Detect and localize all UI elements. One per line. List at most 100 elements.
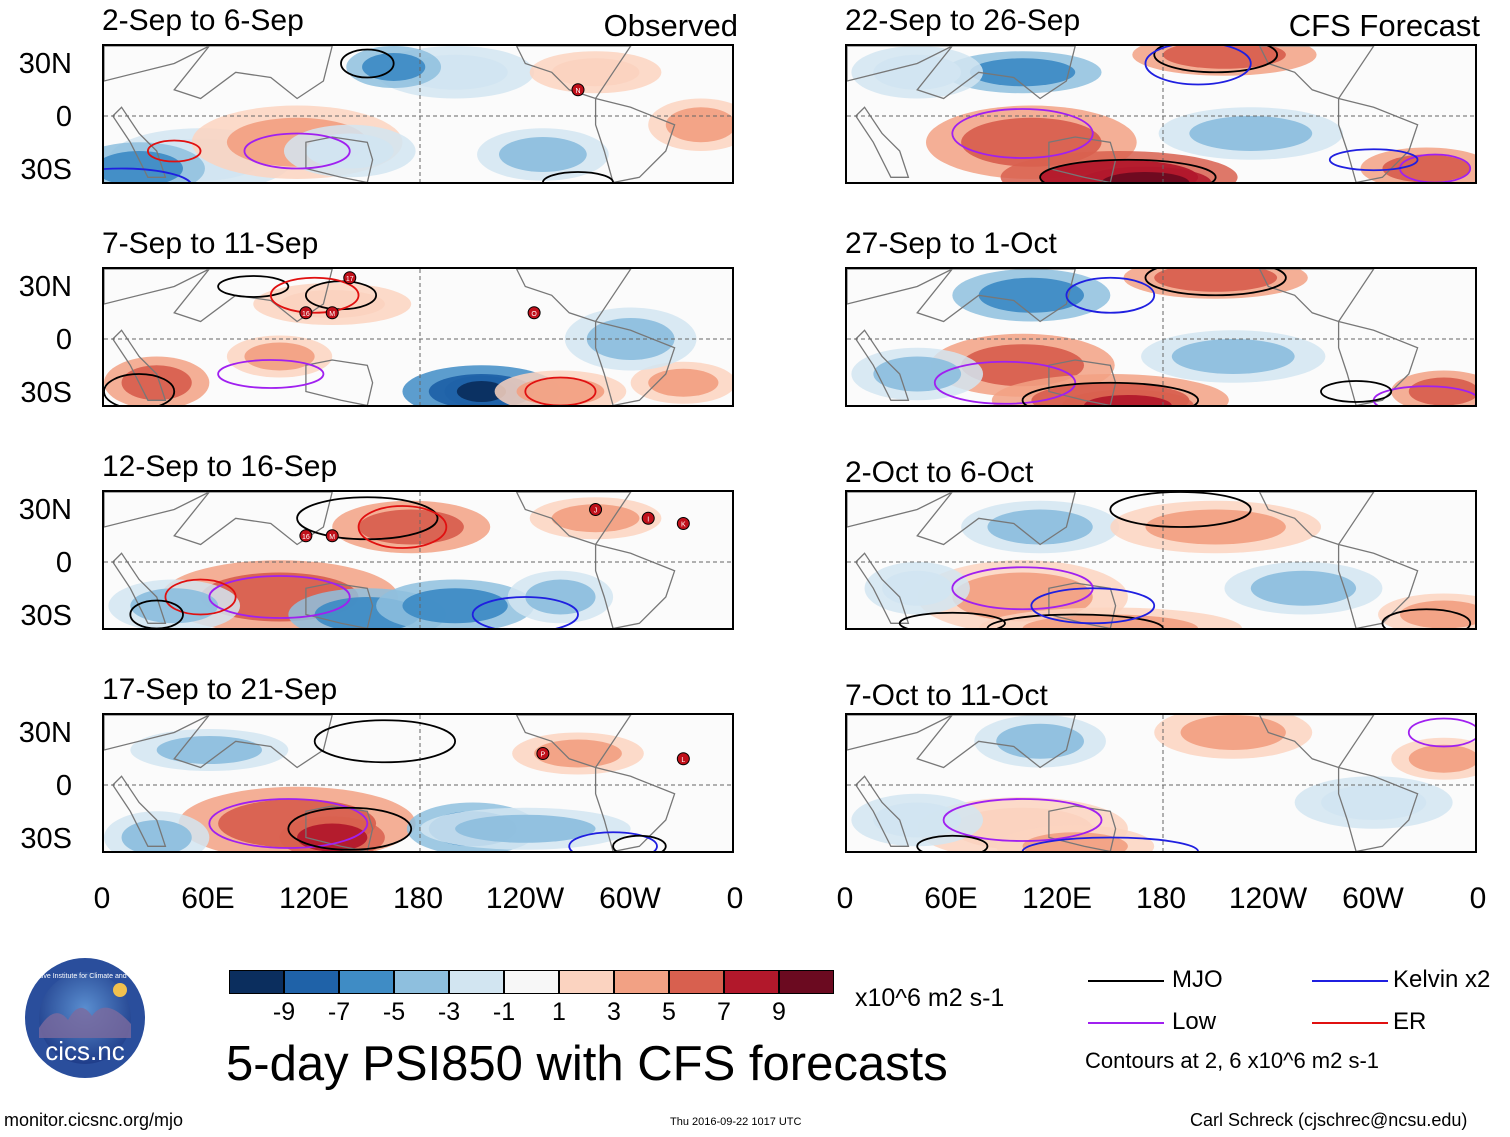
coastline xyxy=(111,329,167,401)
map-panel-7-sep: 17 16 M O xyxy=(102,267,734,407)
legend-mjo-label: MJO xyxy=(1172,966,1223,993)
storm-label: 16 xyxy=(302,534,310,541)
lat-tick-label: 30N xyxy=(18,271,72,303)
colorbar-tick-label: 9 xyxy=(772,998,786,1026)
colorbar-tick-label: -1 xyxy=(492,998,516,1026)
colorbar-swatch xyxy=(229,970,284,994)
wave-contour xyxy=(951,108,1094,159)
storm-label: M xyxy=(329,534,335,541)
wave-contour xyxy=(313,719,457,764)
anomaly-core xyxy=(499,137,587,172)
anomaly-core xyxy=(1084,395,1172,405)
wave-contour xyxy=(217,275,290,298)
map-svg xyxy=(847,715,1475,851)
colorbar-tick-label: 5 xyxy=(662,998,676,1026)
wave-contour xyxy=(568,831,658,851)
storm-marker: O xyxy=(527,306,541,320)
lat-tick-label: 0 xyxy=(55,324,72,356)
panel-title: 27-Sep to 1-Oct xyxy=(845,227,1057,260)
anomaly-core xyxy=(297,823,368,851)
map-panel-27-sep xyxy=(845,267,1477,407)
wave-contour xyxy=(1021,836,1199,851)
storm-marker: M xyxy=(325,306,339,320)
coastline xyxy=(594,766,676,851)
anomaly-core xyxy=(1163,46,1286,69)
anomaly-core xyxy=(1101,172,1190,182)
map-svg: N xyxy=(104,46,732,182)
lon-tick-label: 0 xyxy=(726,882,744,915)
lat-tick-label: 30S xyxy=(20,154,72,186)
anomaly-core xyxy=(1154,269,1278,292)
legend-er-label: ER xyxy=(1393,1008,1427,1035)
coastline xyxy=(305,359,374,405)
panel-title: 22-Sep to 26-Sep xyxy=(845,4,1081,37)
anomaly-core xyxy=(516,377,605,405)
storm-label: J xyxy=(594,508,598,515)
map-panel-2-sep: N xyxy=(102,44,734,184)
coastline xyxy=(515,492,632,546)
wave-contour xyxy=(1039,158,1217,182)
wave-contour xyxy=(1144,269,1287,297)
colorbar-tick-label: 3 xyxy=(607,998,621,1026)
legend-mjo-line xyxy=(1088,980,1164,982)
colorbar-swatch xyxy=(559,970,614,994)
wave-contour xyxy=(146,139,202,163)
map-svg xyxy=(847,269,1475,405)
lat-tick-label: 30N xyxy=(18,717,72,749)
wave-contour xyxy=(986,613,1164,628)
anomaly-core xyxy=(156,736,262,764)
colorbar-swatch xyxy=(724,970,779,994)
panel-title: 2-Sep to 6-Sep xyxy=(102,4,304,37)
coastline xyxy=(111,552,167,624)
coastline xyxy=(1258,46,1375,100)
panel-title: 2-Oct to 6-Oct xyxy=(845,456,1034,489)
timestamp: Thu 2016-09-22 1017 UTC xyxy=(670,1116,802,1128)
anomaly-core xyxy=(121,365,192,401)
lon-tick-label: 60W xyxy=(599,882,661,915)
coastline xyxy=(594,543,676,628)
coastline xyxy=(104,492,333,546)
coastline xyxy=(847,46,1076,100)
anomaly-core xyxy=(873,54,962,90)
colorbar-tick-label: 1 xyxy=(552,998,566,1026)
anomaly-core xyxy=(104,151,183,182)
lat-tick-label: 30N xyxy=(18,48,72,80)
lon-tick-label: 180 xyxy=(1135,882,1187,915)
coastline xyxy=(1048,136,1117,182)
storm-label: K xyxy=(681,522,686,529)
coastline xyxy=(1258,715,1375,769)
lat-tick-label: 30S xyxy=(20,377,72,409)
coastline xyxy=(854,106,910,178)
author-credit: Carl Schreck (cjschrec@ncsu.edu) xyxy=(1190,1110,1468,1130)
storm-marker: J xyxy=(589,503,603,516)
anomaly-core xyxy=(1180,715,1286,750)
wave-contour xyxy=(164,578,237,616)
map-panel-12-sep: J I K 16 M xyxy=(102,490,734,630)
anomaly-core xyxy=(882,570,953,606)
anomaly-core xyxy=(987,509,1093,545)
map-panel-22-sep xyxy=(845,44,1477,184)
anomaly-core xyxy=(1250,570,1357,606)
coastline xyxy=(594,320,676,405)
anomaly-core xyxy=(952,572,1093,622)
anomaly-core xyxy=(1145,509,1286,545)
anomaly-core xyxy=(1408,744,1475,773)
lon-tick-label: 120E xyxy=(1021,882,1093,915)
wave-contour xyxy=(217,359,325,389)
coastline xyxy=(847,269,1076,323)
panel-title: 17-Sep to 21-Sep xyxy=(102,673,338,706)
map-panel-7-oct xyxy=(845,713,1477,853)
colorbar-swatch xyxy=(339,970,394,994)
lat-tick-label: 30S xyxy=(20,600,72,632)
wave-contour xyxy=(942,798,1103,842)
lon-tick-label: 0 xyxy=(93,882,111,915)
wave-contour xyxy=(916,834,989,851)
wave-contour xyxy=(898,611,1006,628)
storm-marker: L xyxy=(676,752,690,766)
map-svg: J I K 16 M xyxy=(104,492,732,628)
anomaly-core xyxy=(456,381,507,402)
anomaly-core xyxy=(996,723,1084,759)
anomaly-core xyxy=(402,588,508,624)
coastline xyxy=(854,775,910,847)
